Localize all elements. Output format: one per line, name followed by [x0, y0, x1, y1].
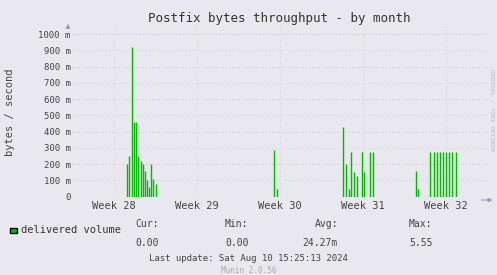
Text: Munin 2.0.56: Munin 2.0.56 [221, 266, 276, 275]
Text: 5.55: 5.55 [409, 238, 432, 248]
Text: 24.27m: 24.27m [303, 238, 338, 248]
Text: Cur:: Cur: [136, 219, 159, 229]
Title: Postfix bytes throughput - by month: Postfix bytes throughput - by month [148, 12, 411, 25]
Text: Avg:: Avg: [315, 219, 338, 229]
Text: Min:: Min: [225, 219, 248, 229]
Text: 0.00: 0.00 [225, 238, 248, 248]
Text: 0.00: 0.00 [136, 238, 159, 248]
Text: Last update: Sat Aug 10 15:25:13 2024: Last update: Sat Aug 10 15:25:13 2024 [149, 254, 348, 263]
Text: RRDTOOL / TOBI OETIKER: RRDTOOL / TOBI OETIKER [490, 69, 495, 151]
Text: delivered volume: delivered volume [21, 225, 121, 235]
Text: bytes / second: bytes / second [5, 69, 15, 156]
Text: Max:: Max: [409, 219, 432, 229]
